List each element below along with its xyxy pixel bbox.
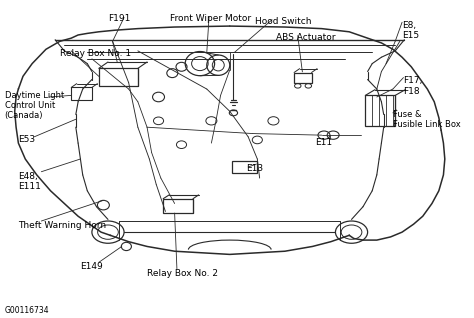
Bar xyxy=(99,68,138,86)
Text: G00116734: G00116734 xyxy=(5,306,49,315)
Text: ABS Actuator: ABS Actuator xyxy=(276,33,335,42)
Bar xyxy=(163,199,193,213)
Text: E48,
E111: E48, E111 xyxy=(18,172,41,191)
Text: Hood Switch: Hood Switch xyxy=(255,17,311,26)
Text: Relay Box No. 1: Relay Box No. 1 xyxy=(60,49,131,58)
Text: Relay Box No. 2: Relay Box No. 2 xyxy=(147,269,218,278)
Text: F17,
F18: F17, F18 xyxy=(403,76,423,96)
Bar xyxy=(294,73,311,83)
Bar xyxy=(71,87,92,100)
Bar xyxy=(232,161,257,173)
Text: E8,
E15: E8, E15 xyxy=(402,21,419,40)
Text: Daytime Light
Control Unit
(Canada): Daytime Light Control Unit (Canada) xyxy=(5,91,64,121)
Text: Fuse &
Fusible Link Box: Fuse & Fusible Link Box xyxy=(393,110,461,129)
Text: E13: E13 xyxy=(246,164,263,173)
Bar xyxy=(365,95,395,126)
Text: F191: F191 xyxy=(108,14,130,23)
Text: Theft Warning Horn: Theft Warning Horn xyxy=(18,221,107,230)
Text: E11: E11 xyxy=(315,138,332,147)
Text: E53: E53 xyxy=(18,135,36,144)
Text: Front Wiper Motor: Front Wiper Motor xyxy=(170,14,251,23)
Text: E149: E149 xyxy=(81,262,103,271)
